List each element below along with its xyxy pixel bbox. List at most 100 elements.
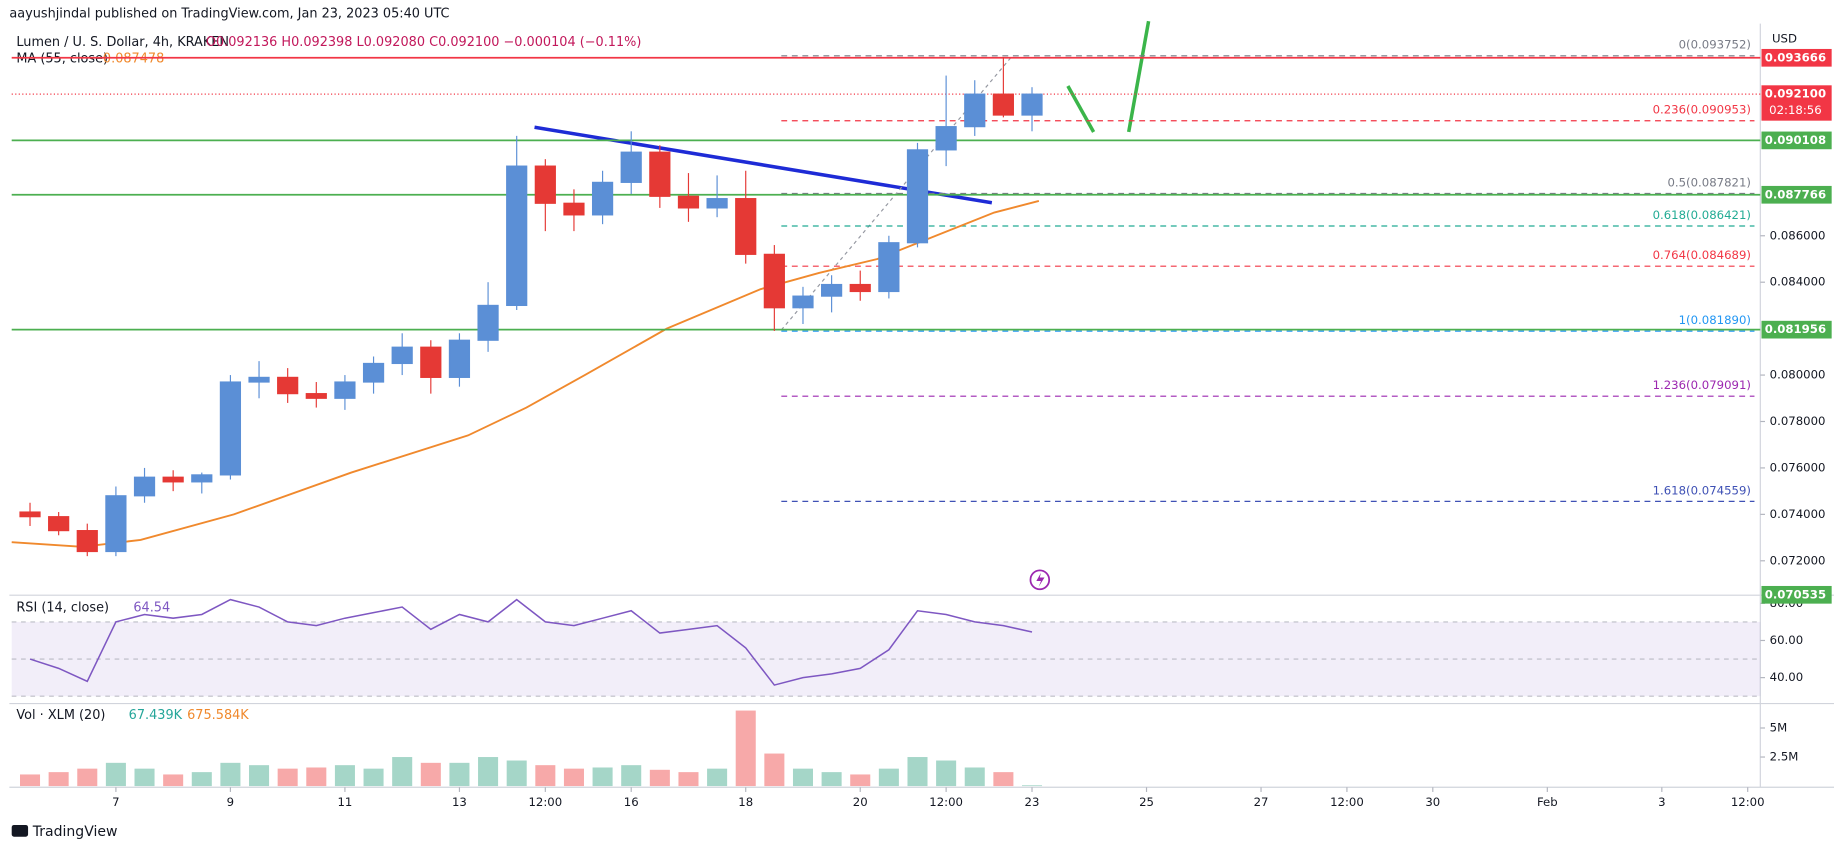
y-tick-label: 0.086000	[1770, 228, 1826, 242]
candle-body	[19, 511, 41, 518]
y-tick-label: 0.074000	[1770, 507, 1826, 521]
legend-ma-value: 0.087478	[103, 51, 164, 66]
candle-body	[534, 165, 556, 204]
candle-body	[821, 283, 843, 297]
y-tick-label: 0.078000	[1770, 414, 1826, 428]
y-tick-label: 0.080000	[1770, 368, 1826, 382]
volume-bar	[506, 760, 527, 787]
level-label-bg	[1761, 320, 1832, 339]
candle-body	[334, 381, 356, 399]
candle-body	[763, 253, 785, 309]
legend-rsi: RSI (14, close)	[16, 601, 109, 616]
level-label: 0.081956	[1765, 322, 1826, 336]
candle-body	[448, 339, 471, 378]
volume-bar	[621, 765, 642, 787]
volume-bar	[363, 768, 384, 787]
fib-label: 0.236(0.090953)	[1653, 103, 1751, 117]
candle-body	[105, 495, 127, 553]
legend-rsi-value: 64.54	[133, 601, 170, 616]
volume-bar	[964, 767, 985, 787]
volume-bar	[936, 760, 957, 787]
event-icon-bolt	[1036, 572, 1045, 587]
rsi-line	[29, 598, 1033, 686]
legend-vol: Vol · XLM (20)	[16, 708, 105, 723]
legend-ohlc: O0.092136 H0.092398 L0.092080 C0.092100 …	[206, 35, 642, 50]
x-tick-label: 20	[853, 795, 868, 809]
volume-bar	[735, 710, 756, 787]
candle-body	[48, 516, 70, 532]
volume-bar	[649, 769, 670, 787]
vol-tick-label: 5M	[1770, 720, 1788, 734]
volume-bar	[191, 772, 212, 787]
volume-bar	[449, 762, 470, 787]
candle-body	[133, 476, 156, 497]
x-tick-label: 25	[1139, 795, 1154, 809]
candle-body	[906, 149, 929, 244]
level-label: 0.090108	[1765, 133, 1826, 147]
y-tick-label: 0.076000	[1770, 460, 1826, 474]
volume-bar	[77, 768, 98, 787]
volume-bar	[105, 762, 126, 787]
candle-body	[477, 304, 499, 341]
level-label-bg	[1761, 585, 1832, 604]
level-label: 0.070535	[1765, 587, 1826, 601]
volume-bar	[907, 757, 928, 787]
candle-body	[219, 381, 242, 476]
candle-body	[506, 165, 528, 307]
candle-body	[391, 346, 413, 365]
event-icon[interactable]	[1029, 569, 1051, 591]
volume-bar	[850, 774, 871, 787]
fib-label: 0(0.093752)	[1679, 38, 1751, 52]
candle-body	[620, 151, 642, 183]
candle-body	[248, 376, 270, 383]
volume-bar	[535, 765, 556, 787]
level-label-bg	[1761, 185, 1832, 204]
footer: TradingView	[32, 824, 118, 840]
fib-label: 0.764(0.084689)	[1653, 248, 1751, 262]
volume-bar	[878, 768, 899, 787]
volume-bar	[134, 768, 155, 787]
logo-icon	[11, 824, 29, 837]
x-tick-label: 12:00	[1330, 795, 1364, 809]
candle-body	[305, 393, 327, 399]
x-tick-label: 7	[112, 795, 119, 809]
x-tick-label: 30	[1425, 795, 1440, 809]
rsi-tick-label: 60.00	[1770, 633, 1803, 647]
y-tick-label: 0.072000	[1770, 553, 1826, 567]
x-tick-label: 3	[1658, 795, 1665, 809]
volume-bar	[707, 768, 728, 787]
fib-label: 1.236(0.079091)	[1653, 378, 1751, 392]
level-label: 0.093666	[1765, 50, 1826, 64]
fib-label: 0.618(0.086421)	[1653, 208, 1751, 222]
x-tick-label: 23	[1025, 795, 1040, 809]
volume-bar	[420, 762, 441, 787]
candle-body	[76, 530, 98, 553]
x-tick-label: 13	[452, 795, 467, 809]
rsi-tick-label: 40.00	[1770, 670, 1803, 684]
volume-bar	[277, 768, 298, 787]
candle-body	[735, 198, 757, 255]
x-tick-label: 16	[624, 795, 639, 809]
fib-label: 1(0.081890)	[1679, 313, 1751, 327]
volume-bar	[678, 772, 699, 787]
volume-bar	[48, 772, 69, 787]
volume-bar	[306, 767, 327, 787]
ma-line	[11, 200, 1040, 548]
volume-bar	[821, 772, 842, 787]
candle-body	[677, 195, 700, 209]
x-tick-label: 12:00	[528, 795, 562, 809]
volume-bar	[563, 768, 584, 787]
candle-body	[191, 474, 213, 483]
candle-body	[591, 181, 614, 216]
candle-body	[849, 283, 871, 293]
x-tick-label: 11	[337, 795, 352, 809]
volume-bar	[592, 767, 613, 787]
currency: USD	[1772, 31, 1797, 45]
volume-bar	[478, 757, 499, 787]
x-tick-label: 27	[1254, 795, 1269, 809]
legend-symbol: Lumen / U. S. Dollar, 4h, KRAKEN	[16, 35, 229, 50]
level-label: 0.087766	[1765, 187, 1826, 201]
volume-bar	[220, 762, 241, 787]
candle-body	[649, 151, 671, 197]
